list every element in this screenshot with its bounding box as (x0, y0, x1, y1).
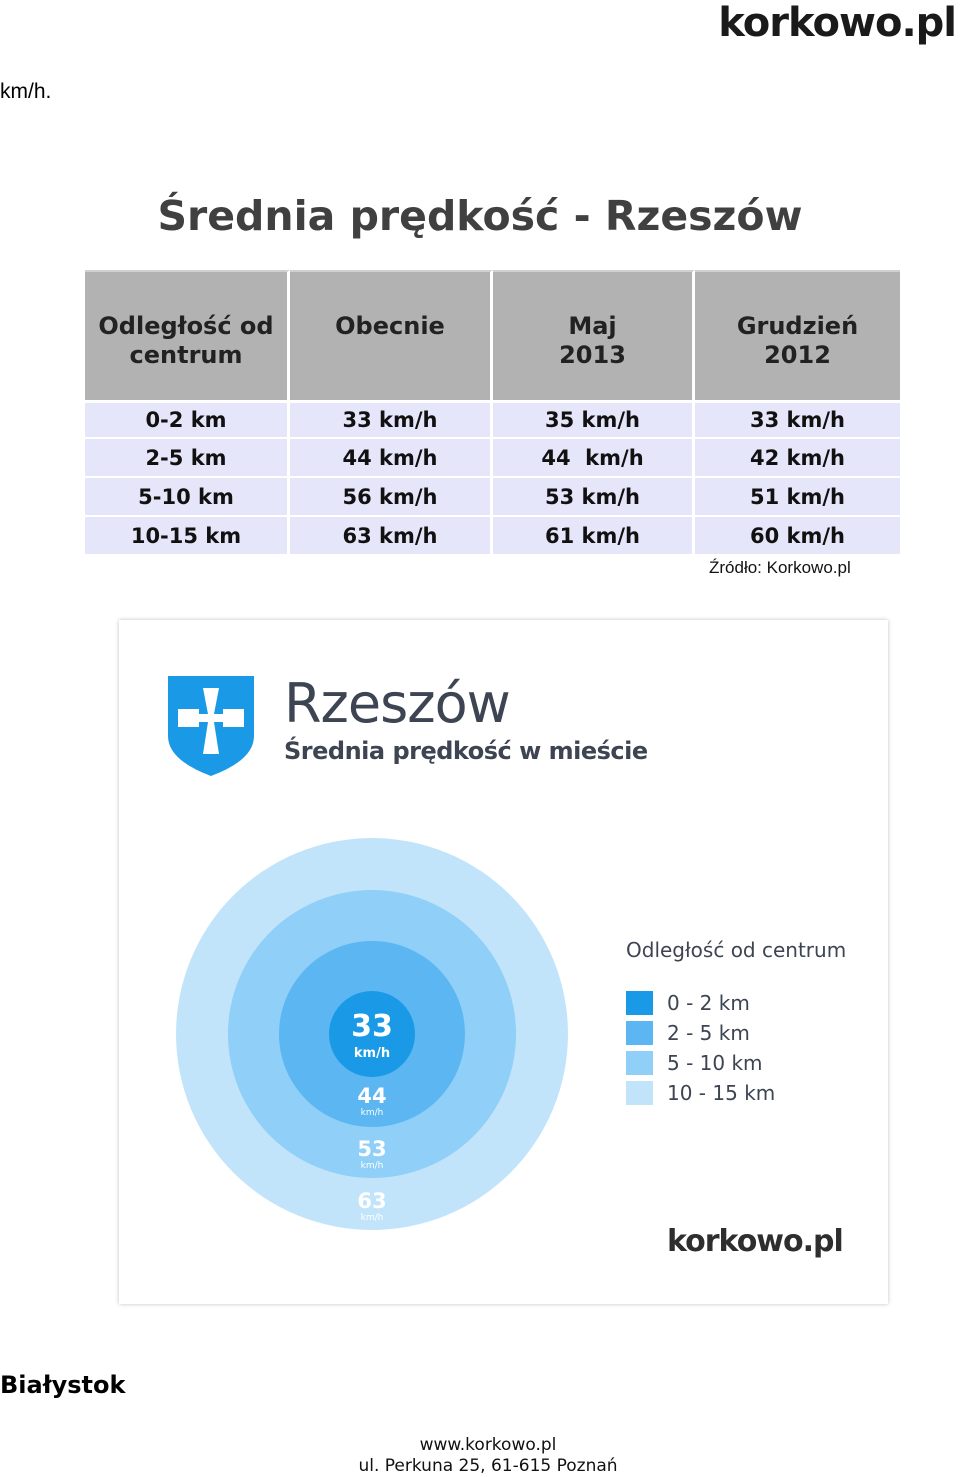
table-source: Źródło: Korkowo.pl (709, 558, 851, 577)
legend-item: 10 - 15 km (626, 1080, 775, 1106)
legend-swatch (626, 991, 653, 1015)
ring-unit-0: km/h (354, 1046, 390, 1061)
infographic-city: Rzeszów (284, 672, 511, 735)
header-may-2013: Maj 2013 (493, 270, 695, 400)
speed-rings: 33 km/h 44 km/h 53 km/h 63 km/h (176, 838, 568, 1230)
header-current: Obecnie (290, 270, 493, 400)
rzeszow-crest-icon (168, 676, 254, 776)
ring-value-3: 63 (357, 1189, 386, 1213)
table-cell: 5-10 km (85, 478, 290, 517)
legend-item: 5 - 10 km (626, 1050, 763, 1076)
legend-item: 2 - 5 km (626, 1020, 750, 1046)
ring-value-2: 53 (357, 1137, 386, 1161)
speed-table: Odległość od centrum Obecnie Maj 2013 Grud… (85, 270, 900, 556)
ring-value-0: 33 (351, 1009, 393, 1044)
table-cell: 60 km/h (695, 517, 900, 556)
legend-label: 2 - 5 km (667, 1021, 750, 1045)
legend-label: 5 - 10 km (667, 1051, 763, 1075)
table-cell: 44 km/h (290, 439, 493, 478)
table-cell: 51 km/h (695, 478, 900, 517)
header-december-2012: Grudzień 2012 (695, 270, 900, 400)
ring-0-2-km (329, 991, 415, 1077)
footer-website: www.korkowo.pl (419, 1435, 557, 1455)
table-cell: 53 km/h (493, 478, 695, 517)
legend-item: 0 - 2 km (626, 990, 750, 1016)
table-row: 0-2 km 33 km/h 35 km/h 33 km/h (85, 400, 900, 439)
table-header-row: Odległość od centrum Obecnie Maj 2013 Grud… (85, 270, 900, 400)
ring-unit-1: km/h (361, 1108, 384, 1118)
legend-swatch (626, 1021, 653, 1045)
table-cell: 2-5 km (85, 439, 290, 478)
korkowo-logo: korkowo.pl (718, 0, 957, 46)
legend-swatch (626, 1051, 653, 1075)
ring-unit-2: km/h (361, 1161, 384, 1171)
page-title: Średnia prędkość - Rzeszów (157, 192, 803, 240)
fragment-text: km/h. (0, 80, 52, 103)
infographic-card: Rzeszów Średnia prędkość w mieście 33 km… (119, 620, 888, 1304)
legend-title: Odległość od centrum (626, 938, 847, 962)
section-heading: Białystok (0, 1371, 126, 1399)
table-row: 2-5 km 44 km/h 44 km/h 42 km/h (85, 439, 900, 478)
table-cell: 10-15 km (85, 517, 290, 556)
header-distance: Odległość od centrum (85, 270, 290, 400)
ring-value-1: 44 (357, 1084, 386, 1108)
table-cell: 35 km/h (493, 400, 695, 439)
infographic-subtitle: Średnia prędkość w mieście (284, 737, 648, 765)
table-cell: 0-2 km (85, 400, 290, 439)
table-cell: 33 km/h (290, 400, 493, 439)
legend-label: 10 - 15 km (667, 1081, 776, 1105)
legend-label: 0 - 2 km (667, 991, 750, 1015)
table-cell: 33 km/h (695, 400, 900, 439)
page-footer: www.korkowo.pl ul. Perkuna 25, 61-615 Po… (0, 1435, 960, 1477)
legend-swatch (626, 1081, 653, 1105)
table-cell: 56 km/h (290, 478, 493, 517)
table-row: 10-15 km 63 km/h 61 km/h 60 km/h (85, 517, 900, 556)
table-cell: 61 km/h (493, 517, 695, 556)
table-cell: 44 km/h (493, 439, 695, 478)
ring-unit-3: km/h (361, 1213, 384, 1223)
table-cell: 42 km/h (695, 439, 900, 478)
table-row: 5-10 km 56 km/h 53 km/h 51 km/h (85, 478, 900, 517)
table-cell: 63 km/h (290, 517, 493, 556)
infographic-logo: korkowo.pl (667, 1224, 844, 1259)
footer-address: ul. Perkuna 25, 61-615 Poznań (358, 1456, 618, 1476)
